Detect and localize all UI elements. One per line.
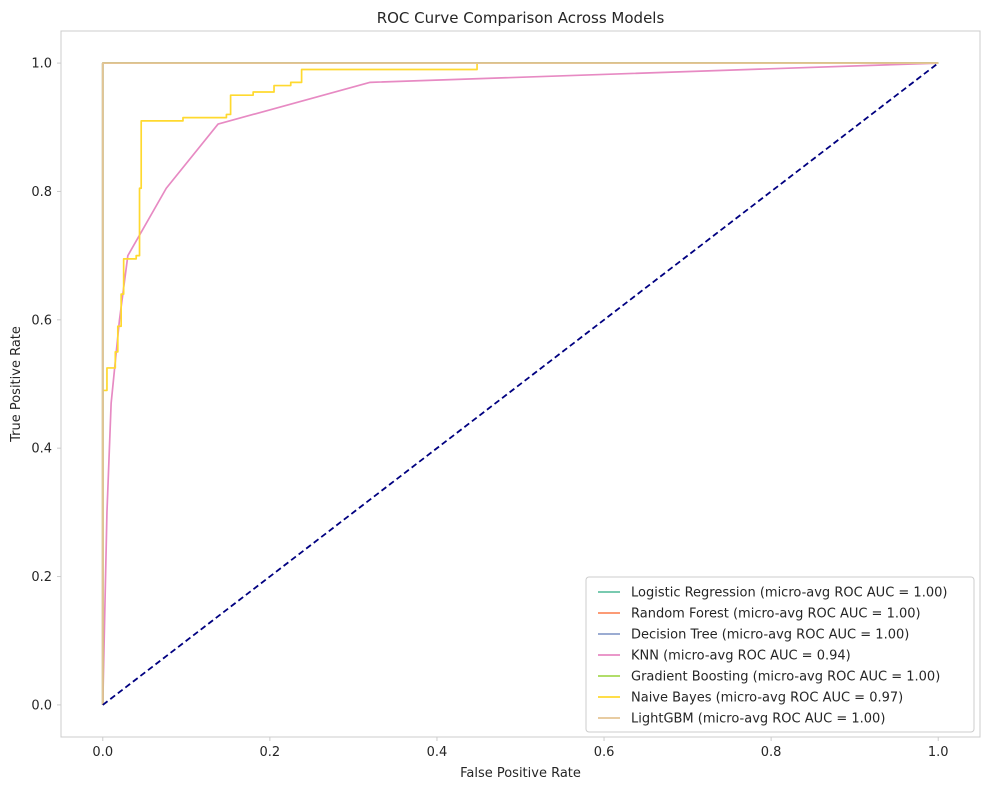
legend-entry-label: Naive Bayes (micro-avg ROC AUC = 0.97) bbox=[631, 691, 903, 706]
x-axis-ticks: 0.0 0.2 0.4 0.6 0.8 1.0 bbox=[92, 737, 949, 760]
x-tick-label: 0.4 bbox=[427, 745, 448, 760]
legend-entry-label: Logistic Regression (micro-avg ROC AUC =… bbox=[631, 586, 947, 601]
chance-reference-line bbox=[102, 62, 939, 706]
x-axis-label: False Positive Rate bbox=[460, 766, 581, 781]
legend-entry-label: Random Forest (micro-avg ROC AUC = 1.00) bbox=[631, 607, 921, 622]
y-axis-label: True Positive Rate bbox=[9, 326, 24, 443]
x-tick-label: 1.0 bbox=[928, 745, 949, 760]
y-tick-label: 0.4 bbox=[31, 442, 52, 457]
legend-entry-label: KNN (micro-avg ROC AUC = 0.94) bbox=[631, 649, 851, 664]
y-tick-label: 1.0 bbox=[31, 57, 52, 72]
y-tick-label: 0.0 bbox=[31, 698, 52, 713]
y-tick-label: 0.2 bbox=[31, 570, 52, 585]
plot-area-frame bbox=[60, 30, 981, 738]
y-tick-label: 0.6 bbox=[31, 313, 52, 328]
y-tick-label: 0.8 bbox=[31, 185, 52, 200]
x-tick-label: 0.2 bbox=[260, 745, 281, 760]
series-layer bbox=[101, 62, 939, 706]
series-line-5 bbox=[101, 62, 939, 705]
legend-box bbox=[585, 576, 975, 733]
legend-entry-label: Decision Tree (micro-avg ROC AUC = 1.00) bbox=[631, 628, 909, 643]
series-line-6 bbox=[101, 62, 939, 705]
y-axis-ticks: 0.0 0.2 0.4 0.6 0.8 1.0 bbox=[31, 57, 61, 713]
legend-entry-label: LightGBM (micro-avg ROC AUC = 1.00) bbox=[631, 712, 885, 727]
legend-entry-label: Gradient Boosting (micro-avg ROC AUC = 1… bbox=[631, 670, 940, 685]
x-tick-label: 0.8 bbox=[761, 745, 782, 760]
x-tick-label: 0.0 bbox=[92, 745, 113, 760]
x-tick-label: 0.6 bbox=[594, 745, 615, 760]
legend: Logistic Regression (micro-avg ROC AUC =… bbox=[585, 576, 975, 733]
chart-title: ROC Curve Comparison Across Models bbox=[377, 9, 665, 27]
